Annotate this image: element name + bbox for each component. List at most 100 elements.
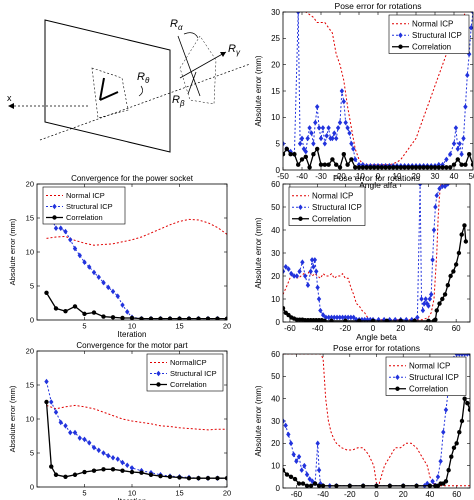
x-tick-label: 40: [450, 172, 459, 181]
series-structural-icp-point: [434, 192, 439, 199]
series-structural-icp-point: [91, 444, 97, 451]
series-correlation-point: [463, 162, 468, 167]
series-correlation-point: [224, 316, 227, 320]
series-structural-icp-point: [53, 409, 59, 415]
series-correlation-point: [311, 152, 316, 157]
legend-normal-icp-label: Normal ICP: [409, 362, 450, 371]
series-structural-icp-point: [415, 314, 420, 321]
x-tick-label: 20: [396, 324, 405, 333]
series-structural-icp-point: [308, 268, 313, 275]
chart-motor-part-convergence: Convergence for the motor part 5 10 15 20 0 5 1…: [8, 341, 231, 500]
x-tick-label: 10: [128, 489, 136, 498]
legend: Normal ICP Structural ICP Correlation: [385, 356, 467, 396]
series-correlation-point: [304, 483, 310, 488]
y-tick-label: 15: [26, 214, 34, 223]
series-correlation-point: [283, 467, 286, 473]
x-axis-label: Angle alfa: [359, 180, 397, 190]
series-structural-icp-point: [291, 451, 296, 458]
series-structural-icp-point: [320, 312, 326, 318]
series-structural-icp-point: [467, 354, 470, 357]
series-structural-icp-point: [58, 419, 63, 426]
series-correlation-point: [322, 162, 327, 167]
series-structural-icp-point: [110, 288, 116, 295]
series-correlation-point: [465, 400, 470, 406]
series-correlation-point: [353, 165, 358, 170]
series-correlation-point: [120, 315, 125, 320]
x-tick-label: -60: [291, 490, 303, 499]
series-correlation-point: [341, 152, 346, 157]
series-structural-icp-point: [91, 269, 97, 276]
series-correlation-point: [459, 418, 465, 424]
series-structural-icp-point: [438, 458, 443, 464]
series-correlation-point: [445, 283, 451, 288]
x-axis-label: Angle gamma: [350, 498, 403, 500]
plot-frame: [36, 183, 228, 321]
y-tick-label: 20: [26, 347, 34, 356]
series-structural-icp-point: [345, 125, 350, 131]
series-structural-icp-point: [341, 98, 346, 105]
r-theta-label: Rθ: [137, 71, 150, 85]
gamma-arrow-icon: [220, 52, 226, 57]
legend-normalicp-label: NormalICP: [170, 358, 207, 367]
series-correlation-point: [296, 162, 301, 167]
series-correlation-point: [120, 468, 125, 473]
x-tick-label: 60: [452, 324, 461, 333]
legend-structural-icp-label: Structural ICP: [409, 373, 459, 382]
series-correlation-point: [457, 429, 462, 435]
series-structural-icp-point: [96, 274, 101, 280]
series-structural-icp-point: [351, 314, 356, 321]
series-correlation-point: [364, 165, 369, 170]
series-structural-icp-point: [444, 156, 449, 163]
chart-title: Convergence for the power socket: [71, 174, 194, 183]
y-tick-label: 10: [271, 295, 280, 304]
series-structural-icp-point: [283, 422, 288, 429]
series-correlation-point: [345, 162, 350, 167]
series-correlation-point: [398, 165, 403, 170]
series-correlation-point: [398, 318, 403, 322]
x-tick-label: -30: [315, 172, 327, 181]
x-axis-label: x: [7, 93, 12, 103]
series-structural-icp-point: [307, 476, 312, 482]
chart-title: Pose error for rotations: [335, 1, 422, 11]
y-tick-label: 60: [271, 180, 280, 189]
y-tick-label: 10: [26, 415, 34, 424]
y-tick-label: 50: [271, 372, 280, 381]
legend-correlation-label: Correlation: [409, 385, 448, 394]
plot-frame: [282, 353, 471, 489]
series-correlation-point: [177, 316, 182, 320]
series-structural-icp-point: [283, 140, 286, 147]
series-correlation-point: [427, 483, 433, 488]
series-structural-icp-point: [294, 273, 300, 279]
series-correlation-point: [158, 316, 163, 320]
series-structural-icp-point: [63, 423, 68, 429]
x-tick-label: 10: [393, 172, 402, 181]
series-structural-icp-point: [339, 88, 345, 94]
series-structural-icp-point: [348, 314, 354, 321]
series-structural-icp-point: [425, 480, 430, 487]
object-axis-vertical: [99, 77, 105, 101]
plot-frame: [36, 350, 228, 488]
series-structural-icp-point: [316, 467, 322, 473]
series-structural-icp-point: [337, 119, 343, 126]
series-structural-icp-point: [72, 245, 78, 252]
series-correlation-point: [467, 407, 470, 413]
series-correlation-point: [186, 475, 192, 481]
series-correlation-point: [53, 472, 59, 477]
series-correlation-line: [45, 401, 227, 479]
series-correlation-point: [387, 483, 393, 488]
y-tick-label: 5: [276, 139, 281, 148]
series-structural-icp-point: [440, 184, 445, 190]
series-structural-icp-point: [312, 257, 318, 263]
series-structural-icp-point: [347, 130, 352, 136]
series-correlation-point: [63, 474, 68, 479]
series-structural-icp-point: [470, 12, 473, 15]
series-correlation-point: [410, 165, 415, 170]
y-tick-label: 20: [271, 272, 280, 281]
series-structural-icp-point: [340, 314, 345, 321]
y-axis-label: Absolute error (mm): [8, 385, 17, 452]
series-correlation-point: [224, 475, 227, 481]
series-structural-icp-point: [120, 459, 125, 466]
series-correlation-point: [402, 165, 407, 170]
series-correlation-point: [167, 474, 173, 479]
series-structural-icp-point: [283, 264, 288, 270]
